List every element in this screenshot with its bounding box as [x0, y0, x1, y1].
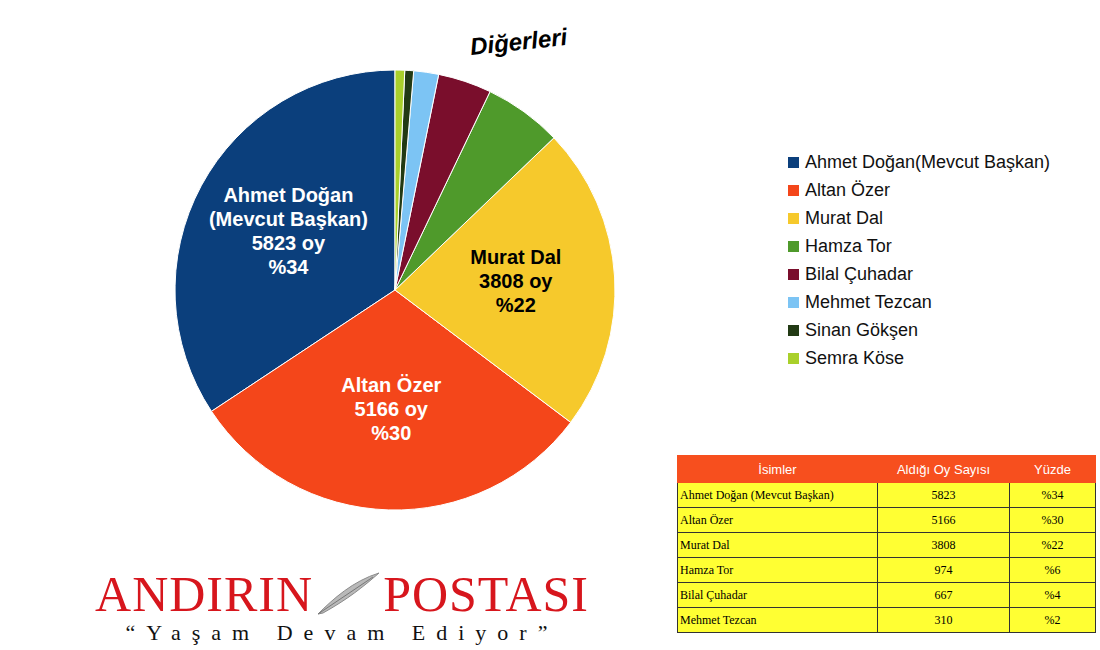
html-text:Altan Özer: Altan Özer: [680, 512, 733, 527]
html-text:Hamza Tor: Hamza Tor: [680, 562, 734, 577]
html-text:%34: %34: [1041, 487, 1064, 502]
html-text:3808: 3808: [931, 537, 956, 552]
html-text:İsimler: İsimler: [758, 461, 797, 477]
html-text:Bilal Çuhadar: Bilal Çuhadar: [680, 587, 747, 602]
html-text:%22: %22: [1041, 537, 1064, 552]
html-text:5166: 5166: [931, 512, 956, 527]
html-text:Bilal Çuhadar: Bilal Çuhadar: [805, 263, 914, 284]
html-text:310: 310: [934, 612, 953, 627]
html-text:%2: %2: [1044, 612, 1061, 627]
html-text:Ahmet Doğan(Mevcut Başkan): Ahmet Doğan(Mevcut Başkan): [805, 151, 1051, 172]
html-text:Hamza Tor: Hamza Tor: [805, 235, 892, 256]
html-text:Mehmet Tezcan: Mehmet Tezcan: [805, 291, 932, 312]
html-text:Yüzde: Yüzde: [1034, 461, 1071, 477]
html-text:5823: 5823: [931, 487, 956, 502]
html-text:Mehmet Tezcan: Mehmet Tezcan: [680, 612, 757, 627]
html-text:Sinan Gökşen: Sinan Gökşen: [805, 319, 919, 340]
html-text:Altan Özer: Altan Özer: [805, 179, 890, 200]
html-text:974: 974: [934, 562, 953, 577]
svg-text:Murat Dal3808 oy%22: Murat Dal3808 oy%22: [470, 246, 561, 316]
html-text:%6: %6: [1044, 562, 1061, 577]
html-text:Ahmet Doğan (Mevcut Başkan): Ahmet Doğan (Mevcut Başkan): [680, 487, 834, 502]
html-text:“Yaşam Devam Ediyor”: “Yaşam Devam Ediyor”: [125, 620, 559, 645]
html-text:Murat Dal: Murat Dal: [805, 207, 883, 228]
html-text:Murat Dal: Murat Dal: [680, 537, 730, 552]
svg-text:Ahmet Doğan(Mevcut Başkan)5823: Ahmet Doğan(Mevcut Başkan)5823 oy%34: [209, 184, 368, 278]
html-text:%30: %30: [1041, 512, 1064, 527]
html-text:667: 667: [934, 587, 953, 602]
html-text:Diğerleri: Diğerleri: [468, 23, 569, 60]
html-text:ANDIRIN: ANDIRIN: [95, 566, 314, 622]
html-text:Semra Köse: Semra Köse: [805, 347, 904, 368]
svg-text:Altan Özer5166 oy%30: Altan Özer5166 oy%30: [341, 374, 441, 444]
html-text:Aldığı Oy Sayısı: Aldığı Oy Sayısı: [896, 461, 991, 477]
html-text:POSTASI: POSTASI: [383, 566, 589, 622]
html-text:%4: %4: [1044, 587, 1061, 602]
